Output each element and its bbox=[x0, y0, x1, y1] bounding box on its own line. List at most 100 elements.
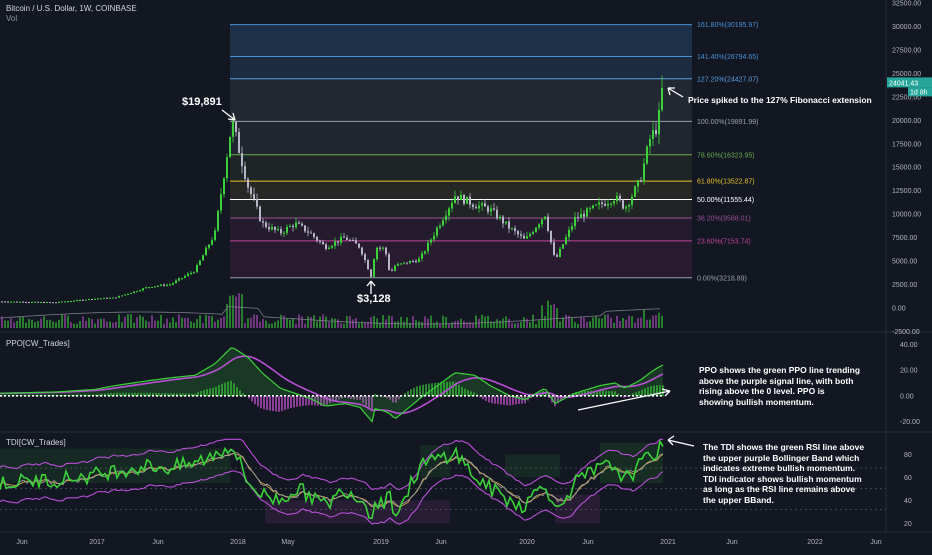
time-axis-label: 2020 bbox=[519, 539, 535, 546]
candle-body bbox=[559, 248, 561, 257]
candle-body bbox=[382, 247, 384, 249]
volume-bar bbox=[607, 314, 609, 328]
ppo-hist-bar bbox=[521, 395, 523, 404]
candle-body bbox=[511, 228, 513, 230]
ppo-hist-bar bbox=[581, 391, 583, 397]
ppo-hist-bar bbox=[407, 391, 409, 397]
volume-bar bbox=[268, 323, 270, 328]
candle-body bbox=[85, 299, 87, 301]
ppo-hist-bar bbox=[26, 395, 28, 397]
ppo-hist-bar bbox=[488, 395, 490, 403]
ppo-hist-bar bbox=[503, 395, 505, 405]
candle-body bbox=[418, 258, 420, 263]
time-axis-label: Jun bbox=[16, 539, 27, 546]
candle-body bbox=[439, 225, 441, 228]
candle-body bbox=[226, 157, 228, 179]
volume-bar bbox=[490, 321, 492, 328]
candle-body bbox=[94, 298, 96, 300]
volume-bar bbox=[538, 320, 540, 328]
candle-body bbox=[22, 301, 24, 303]
candle-body bbox=[127, 293, 129, 295]
candle-body bbox=[25, 302, 27, 304]
ppo-hist-bar bbox=[623, 395, 625, 398]
volume-bar bbox=[244, 323, 246, 328]
price-tick-label: 5000.00 bbox=[892, 259, 917, 266]
last-price-badge bbox=[887, 77, 932, 88]
volume-bar bbox=[103, 318, 105, 328]
symbol-title[interactable]: Bitcoin / U.S. Dollar, 1W, COINBASE bbox=[6, 4, 137, 13]
ppo-tick-label: -20.00 bbox=[900, 419, 920, 426]
candle-body bbox=[349, 239, 351, 241]
ppo-hist-bar bbox=[221, 383, 223, 397]
candle-body bbox=[454, 196, 456, 204]
candle-body bbox=[604, 204, 606, 206]
ppo-hist-bar bbox=[602, 390, 604, 397]
candle-body bbox=[43, 302, 45, 304]
tdi-indicator-label[interactable]: TDI[CW_Trades] bbox=[6, 438, 66, 447]
ppo-hist-bar bbox=[404, 393, 406, 397]
candle-body bbox=[661, 87, 663, 110]
ppo-hist-bar bbox=[209, 388, 211, 397]
candle-body bbox=[592, 205, 594, 209]
volume-bar bbox=[574, 322, 576, 328]
candle-body bbox=[583, 213, 585, 217]
price-tick-label: 10000.00 bbox=[892, 212, 921, 219]
ppo-hist-bar bbox=[188, 393, 190, 397]
ppo-tick-label: 20.00 bbox=[900, 368, 918, 375]
ppo-hist-bar bbox=[662, 385, 664, 397]
candle-body bbox=[211, 240, 213, 245]
ppo-hist-bar bbox=[425, 384, 427, 397]
candle-body bbox=[541, 219, 543, 225]
candle-body bbox=[553, 242, 555, 255]
ppo-hist-bar bbox=[419, 385, 421, 397]
ppo-hist-bar bbox=[236, 387, 238, 397]
candle-body bbox=[64, 301, 66, 303]
volume-bar bbox=[55, 322, 57, 328]
volume-bar bbox=[379, 322, 381, 328]
candle-body bbox=[208, 244, 210, 248]
ppo-hist-bar bbox=[206, 389, 208, 397]
ppo-hist-bar bbox=[269, 395, 271, 411]
candle-body bbox=[292, 225, 294, 228]
ppo-hist-bar bbox=[440, 382, 442, 397]
candle-body bbox=[433, 235, 435, 240]
candle-body bbox=[496, 209, 498, 219]
price-tick-label: 0.00 bbox=[892, 306, 906, 313]
volume-bar bbox=[484, 316, 486, 328]
volume-bar bbox=[388, 315, 390, 328]
ppo-hist-bar bbox=[176, 393, 178, 397]
ppo-hist-bar bbox=[107, 393, 109, 397]
ppo-hist-bar bbox=[215, 386, 217, 397]
candle-body bbox=[145, 287, 147, 289]
ppo-hist-bar bbox=[485, 395, 487, 401]
ppo-indicator-label[interactable]: PPO[CW_Trades] bbox=[6, 339, 70, 348]
fib-zone bbox=[230, 78, 692, 122]
ppo-line bbox=[0, 347, 664, 423]
candle-body bbox=[337, 241, 339, 243]
candle-body bbox=[643, 163, 645, 182]
candle-body bbox=[508, 221, 510, 229]
volume-bar bbox=[64, 314, 66, 328]
candle-body bbox=[448, 208, 450, 216]
candle-body bbox=[625, 206, 627, 209]
fib-level-label: 50.00%(11555.44) bbox=[697, 197, 754, 204]
ppo-hist-bar bbox=[146, 392, 148, 397]
candle-body bbox=[601, 202, 603, 205]
candle-body bbox=[55, 302, 57, 304]
candle-body bbox=[400, 263, 402, 265]
candle-body bbox=[313, 233, 315, 237]
ppo-hist-bar bbox=[548, 395, 550, 398]
ppo-hist-bar bbox=[434, 382, 436, 397]
ppo-hist-bar bbox=[557, 395, 559, 404]
candle-body bbox=[340, 236, 342, 243]
ppo-hist-bar bbox=[470, 391, 472, 397]
candle-body bbox=[646, 146, 648, 164]
volume-bar bbox=[424, 316, 426, 328]
volume-bar bbox=[616, 315, 618, 328]
volume-bar bbox=[82, 316, 84, 328]
candle-body bbox=[115, 297, 117, 299]
ppo-histogram bbox=[0, 380, 664, 412]
ppo-hist-bar bbox=[545, 392, 547, 397]
volume-bar bbox=[10, 318, 12, 328]
